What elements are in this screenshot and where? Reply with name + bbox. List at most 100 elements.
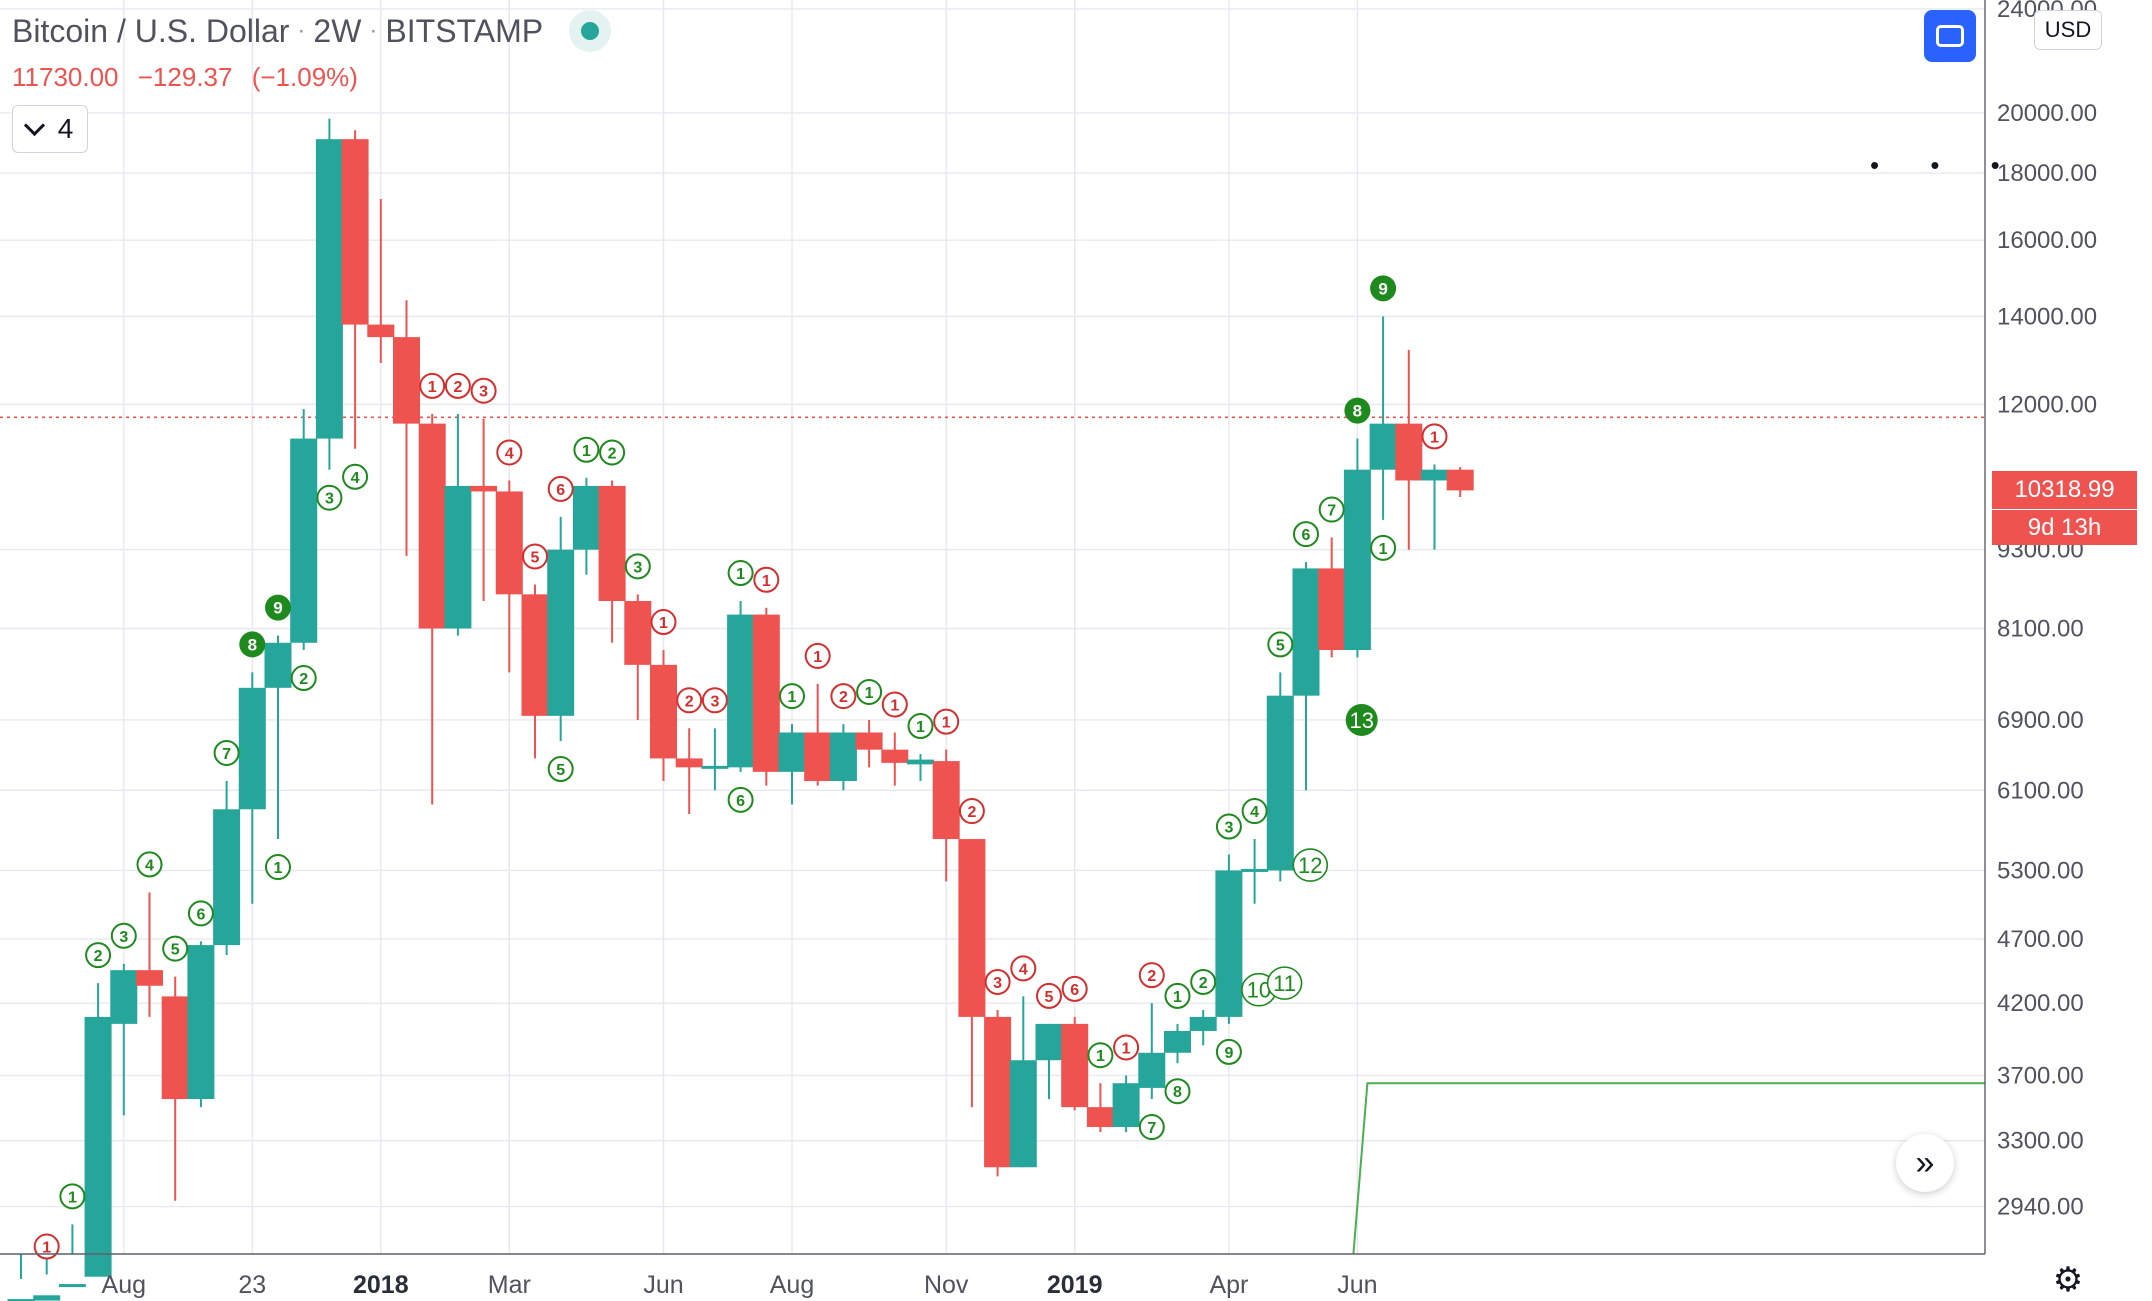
double-chevron-right-icon: » [1915, 1143, 1935, 1182]
indicators-toggle-button[interactable]: 4 [12, 105, 88, 153]
setup-count-marker: 7 [213, 739, 240, 766]
candle-body [341, 139, 369, 325]
candle-body [1241, 868, 1269, 872]
candle-body [547, 549, 575, 716]
candle-body [855, 732, 883, 750]
setup-marker-label: 6 [556, 482, 565, 499]
chart-settings-button[interactable]: ⚙ [2050, 1261, 2086, 1299]
setup-count-marker: 1 [265, 854, 291, 881]
symbol-name[interactable]: Bitcoin / U.S. Dollar [12, 12, 290, 49]
candle [701, 728, 729, 791]
setup-count-marker: 4 [342, 463, 369, 490]
setup-count-marker: 2 [830, 683, 857, 710]
setup-marker-label: 4 [351, 470, 360, 487]
candle [650, 650, 677, 781]
indicators-count: 4 [57, 113, 74, 144]
candle-body [110, 970, 138, 1024]
scroll-to-realtime-button[interactable]: » [1896, 1134, 1954, 1192]
setup-marker-label: 5 [171, 942, 180, 959]
price-tick-label: 8100.00 [1997, 616, 2084, 643]
candle-body [1086, 1107, 1114, 1128]
setup-marker-ring [1293, 521, 1319, 548]
setup-marker-ring [187, 900, 214, 927]
setup-marker-ring [676, 687, 703, 714]
setup-marker-ring [290, 665, 317, 692]
candle-body [907, 759, 934, 765]
setup-marker-label: 1 [659, 615, 668, 632]
candle [470, 418, 498, 602]
setup-marker-label: 9 [273, 599, 282, 618]
setup-marker-label: 9 [1224, 1045, 1233, 1062]
setup-marker-ring [419, 372, 446, 399]
setup-count-marker: 6 [1061, 975, 1088, 1002]
setup-marker-label: 1 [274, 860, 283, 877]
setup-marker-label: 6 [736, 793, 745, 810]
candle-body [290, 438, 318, 643]
setup-marker-ring [624, 553, 651, 580]
setup-marker-label: 1 [736, 566, 745, 583]
setup-marker-label: 6 [1070, 982, 1079, 999]
separator: · [369, 17, 378, 44]
setup-marker-ring [33, 1233, 60, 1260]
countdown-ring [1292, 848, 1329, 882]
candle [572, 477, 600, 575]
setup-count-marker: 7 [1318, 496, 1345, 523]
setup-marker-label: 5 [1276, 637, 1285, 654]
price-tick-label: 6900.00 [1997, 707, 2084, 734]
candle [495, 480, 523, 673]
candle [1138, 1003, 1166, 1100]
setup-marker-ring [496, 439, 523, 466]
countdown-ring [1266, 966, 1303, 1000]
setup-marker-ring [1421, 423, 1448, 450]
setup-count-marker: 1 [753, 566, 780, 593]
fullscreen-icon [1936, 25, 1964, 47]
setup-marker-ring [1190, 968, 1217, 995]
change-percent: (−1.09%) [251, 62, 358, 92]
candle-body [187, 945, 215, 1100]
currency-button[interactable]: USD [2034, 10, 2102, 50]
setup-count-marker: 1 [1164, 982, 1191, 1009]
setup-marker-ring [933, 708, 960, 735]
interval-label[interactable]: 2W [313, 12, 362, 49]
setup-marker-label: 5 [556, 762, 565, 779]
setup-marker-label: 1 [942, 715, 951, 732]
candle-body [136, 970, 163, 986]
candle-body [238, 687, 266, 810]
candle [110, 963, 138, 1116]
setup-marker-label: 1 [428, 379, 437, 396]
setup-marker-ring [984, 968, 1011, 995]
setup-count-marker: 8 [239, 631, 266, 658]
setup-marker-label: 3 [479, 384, 488, 401]
setup-marker-ring [1036, 982, 1062, 1009]
candle [264, 635, 292, 840]
more-options-icon[interactable]: • • • [1870, 150, 2022, 180]
setup-marker-label: 2 [839, 689, 848, 706]
candle [444, 413, 472, 636]
candle-body [58, 1284, 86, 1288]
separator: · [297, 17, 306, 44]
candle [7, 1254, 35, 1301]
fullscreen-button[interactable] [1924, 10, 1976, 62]
setup-count-marker: 2 [85, 942, 112, 969]
setup-marker-ring [727, 560, 754, 587]
setup-count-marker: 8 [1164, 1078, 1191, 1105]
setup-marker-badge [1344, 397, 1371, 424]
setup-count-marker: 5 [522, 543, 548, 570]
countdown-marker: 11 [1266, 966, 1303, 1000]
setup-marker-label: 1 [788, 689, 797, 706]
candle [829, 724, 857, 791]
setup-marker-ring [110, 922, 137, 949]
market-status-icon[interactable] [569, 10, 612, 52]
candle-body [752, 614, 780, 772]
setup-marker-label: 1 [813, 649, 822, 666]
setup-marker-label: 7 [1147, 1120, 1156, 1137]
candle [161, 976, 189, 1201]
candle [341, 130, 369, 449]
candle-body [727, 614, 755, 768]
candle-body [1164, 1030, 1191, 1053]
price-tick-label: 14000.00 [1997, 303, 2097, 330]
setup-count-marker: 1 [1370, 534, 1397, 561]
setup-count-marker: 2 [958, 798, 985, 825]
indicator-step-line [1352, 1082, 1985, 1255]
